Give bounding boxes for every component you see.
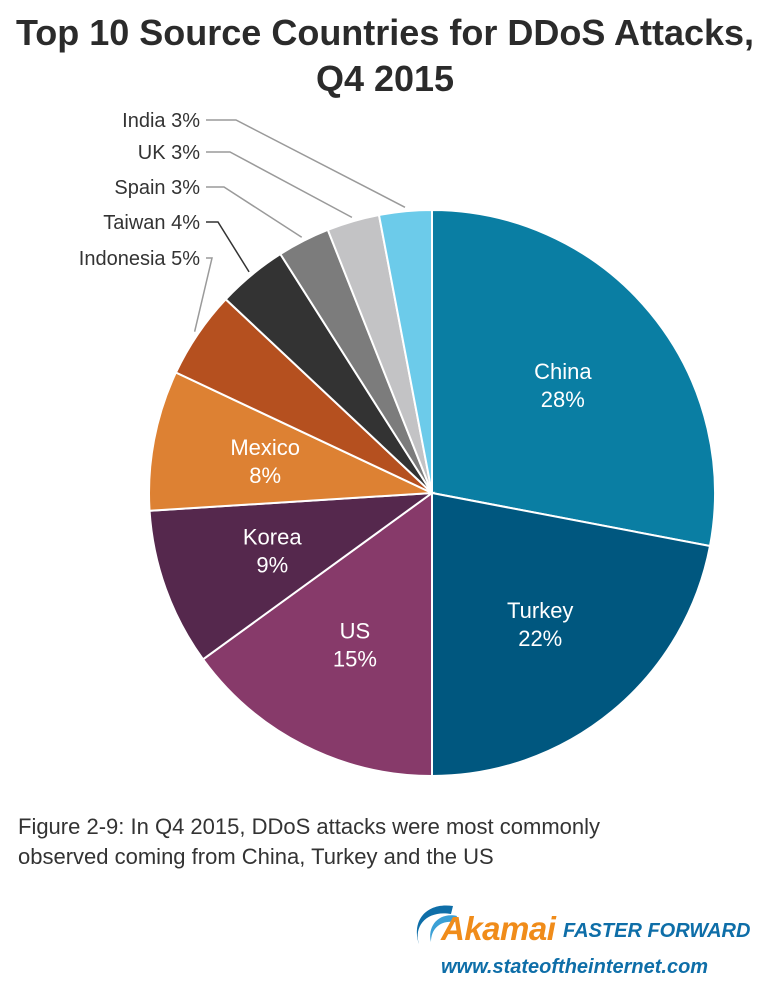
brand-tagline: FASTER FORWARD — [563, 920, 751, 942]
website-url[interactable]: www.stateoftheinternet.com — [441, 956, 709, 978]
slice-label-india: India 3% — [122, 110, 200, 132]
slice-china — [431, 208, 716, 548]
slice-label-mexico: Mexico 8% — [230, 435, 300, 488]
chart-title-line-1: Top 10 Source Countries for DDoS Attacks… — [15, 12, 755, 53]
slice-korea — [148, 491, 436, 661]
akamai-logo: Akamai — [441, 910, 556, 947]
leader-line-uk — [206, 151, 353, 219]
slice-label-taiwan: Taiwan 4% — [103, 212, 200, 234]
slice-label-china: China 28% — [534, 359, 592, 412]
leader-line-spain — [206, 186, 303, 238]
akamai-swoosh-icon — [416, 905, 457, 944]
caption-line-2: observed coming from China, Turkey and t… — [18, 844, 494, 869]
caption-line-1: Figure 2-9: In Q4 2015, DDoS attacks wer… — [18, 814, 601, 839]
slice-turkey — [431, 491, 712, 778]
slice-us — [201, 491, 433, 778]
chart-title: Top 10 Source Countries for DDoS Attacks… — [0, 10, 770, 102]
slice-label-indonesia: Indonesia 5% — [79, 248, 200, 270]
leader-lines — [193, 119, 406, 332]
slice-labels: China 28% Turkey 22% US 15% Korea 9% Mexico 8% Ind… — [79, 110, 593, 671]
chart-title-line-2: Q4 2015 — [315, 58, 455, 99]
slice-label-uk: UK 3% — [138, 142, 200, 164]
akamai-branding: Akamai FASTER FORWARD www.stateoftheinte… — [405, 898, 755, 988]
figure-caption: Figure 2-9: In Q4 2015, DDoS attacks wer… — [18, 812, 738, 872]
slice-mexico — [148, 371, 433, 512]
leader-line-taiwan — [206, 221, 250, 273]
leader-line-indonesia — [193, 257, 213, 332]
slice-india — [377, 208, 433, 494]
slice-label-korea: Korea 9% — [243, 525, 302, 578]
slice-label-turkey: Turkey 22% — [507, 598, 573, 651]
slice-label-us: US 15% — [333, 618, 377, 671]
leader-line-india — [206, 119, 406, 208]
pie-slices — [148, 208, 716, 778]
slice-label-spain: Spain 3% — [114, 177, 200, 199]
pie-chart: China 28% Turkey 22% US 15% Korea 9% Mexico 8% Ind… — [79, 110, 716, 778]
